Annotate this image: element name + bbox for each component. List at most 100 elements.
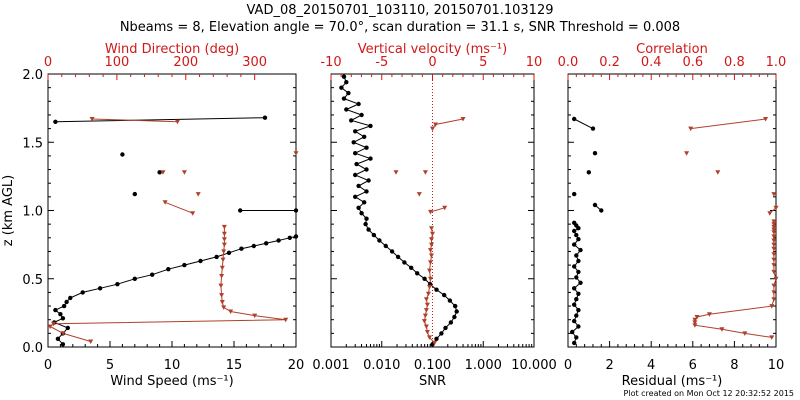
residual-red-series-11-point: [688, 126, 694, 132]
residual-black-series-0-point: [574, 297, 579, 302]
snr-black-series-0-point: [415, 271, 420, 276]
wind-black-series-0-point: [55, 336, 61, 341]
wind-bottom-tick-label: 15: [226, 358, 243, 373]
snr-black-series-0-point: [402, 260, 407, 265]
wind-black-series-0-point: [58, 312, 63, 317]
wind-red-series-12-point: [89, 117, 95, 122]
wind-black-series-0-point: [115, 282, 120, 287]
wind-bottom-tick-label: 20: [288, 358, 305, 373]
snr-black-series-0-point: [353, 151, 358, 156]
residual-red-series-6-point: [771, 219, 777, 224]
wind-black-series-0-point: [226, 250, 232, 255]
residual-red-series-9-point: [715, 170, 721, 175]
snr-top-tick-label: 10: [526, 55, 543, 70]
residual-black-series-0-point: [574, 335, 579, 340]
residual-black-series-0-point: [574, 232, 579, 238]
wind-red-series-6-point: [221, 231, 227, 237]
wind-y-tick-label: 0.0: [22, 341, 43, 356]
residual-bottom-tick-label: 0: [564, 358, 572, 373]
residual-black-series-0-point: [574, 275, 579, 280]
residual-bottom-axis-label: Residual (ms⁻¹): [622, 374, 723, 389]
wind-red-series-6-point: [47, 324, 53, 329]
wind-red-series-11-point: [293, 151, 299, 156]
residual-red-series-6-point: [771, 227, 777, 233]
snr-red-series-2-point: [442, 205, 448, 211]
residual-red-series-6-point: [692, 317, 698, 323]
wind-black-series-0-point: [64, 299, 69, 305]
snr-red-series-1-point: [425, 291, 431, 297]
residual-red-series-6-point: [771, 242, 777, 248]
residual-black-series-0-point: [572, 220, 577, 225]
snr-black-series-0-point: [359, 211, 364, 216]
residual-red-series-6-point: [771, 269, 777, 275]
residual-red-series-6-point: [773, 276, 779, 282]
snr-red-series-2-point: [428, 209, 433, 215]
residual-bottom-tick-label: 2: [605, 358, 613, 373]
residual-top-tick-label: 0.2: [599, 55, 620, 70]
residual-red-series-6-point: [769, 335, 775, 340]
snr-red-series-1-point: [430, 231, 435, 237]
wind-red-series-6-point: [60, 331, 66, 336]
wind-black-series-0-point: [264, 241, 269, 246]
wind-red-series-6-point: [221, 249, 227, 254]
snr-black-series-0-point: [356, 183, 361, 189]
residual-red-series-6-point: [692, 323, 698, 328]
residual-black-series-0-point: [572, 264, 577, 269]
snr-black-series-0-point: [351, 140, 356, 145]
residual-black-series-0-point: [576, 307, 581, 313]
residual-red-series-6-point: [694, 315, 700, 320]
residual-red-series-6-point: [771, 246, 777, 252]
residual-black-series-0-point: [578, 280, 583, 285]
snr-red-series-3-point: [416, 192, 422, 197]
snr-top-tick-label: -5: [375, 55, 388, 70]
wind-top-tick-label: 200: [173, 55, 198, 70]
snr-black-series-0-point: [434, 287, 439, 292]
residual-black-series-0-point: [572, 242, 577, 247]
residual-red-series-6-point: [769, 304, 775, 309]
snr-top-tick-label: -10: [320, 55, 341, 70]
snr-red-series-1-point: [423, 308, 429, 313]
snr-black-series-0-point: [452, 314, 457, 320]
wind-black-series-0-point: [150, 272, 155, 277]
wind-red-series-6-point: [220, 257, 226, 263]
snr-red-series-1-point: [429, 253, 434, 258]
residual-black-series-5-point: [572, 116, 577, 122]
residual-red-series-6-point: [771, 252, 777, 257]
residual-black-series-0-point: [578, 247, 583, 253]
wind-black-series-0-point: [80, 290, 85, 295]
wind-red-series-6-point: [219, 265, 225, 271]
snr-black-series-0-point: [454, 309, 459, 314]
residual-red-series-6-point: [771, 234, 777, 239]
wind-red-series-6-point: [51, 321, 56, 327]
residual-black-series-0-point: [574, 253, 579, 258]
snr-bottom-tick-label: 0.100: [414, 358, 451, 373]
residual-top-tick-label: 0.0: [558, 55, 579, 70]
residual-red-series-11-line: [690, 118, 766, 130]
snr-red-series-4-point: [393, 170, 399, 175]
residual-black-series-3-point: [586, 170, 591, 175]
snr-black-series-0-point: [362, 134, 367, 139]
snr-black-series-0-point: [339, 85, 344, 90]
snr-black-series-0-point: [368, 156, 373, 161]
snr-red-series-1-point: [424, 330, 430, 335]
snr-black-series-0-point: [344, 107, 349, 112]
wind-y-tick-label: 1.5: [22, 136, 43, 151]
wind-red-series-6-point: [221, 242, 227, 248]
snr-bottom-tick-label: 0.010: [363, 358, 400, 373]
residual-black-series-2-point: [572, 191, 577, 197]
wind-y-tick-label: 2.0: [22, 68, 43, 83]
snr-black-series-0-point: [366, 227, 371, 232]
residual-bottom-tick-label: 8: [730, 358, 738, 373]
snr-top-tick-label: 0: [428, 55, 436, 70]
residual-red-series-6-point: [771, 238, 777, 243]
snr-black-series-0-line: [340, 76, 458, 345]
wind-black-series-0-point: [68, 295, 73, 301]
residual-black-series-0-point: [572, 340, 577, 346]
residual-black-series-0-point: [576, 291, 581, 296]
wind-top-tick-label: 0: [44, 55, 52, 70]
snr-black-series-0-point: [356, 101, 361, 107]
snr-top-tick-label: 5: [479, 55, 487, 70]
wind-black-series-0-point: [132, 276, 137, 281]
wind-black-series-0-point: [60, 342, 66, 347]
